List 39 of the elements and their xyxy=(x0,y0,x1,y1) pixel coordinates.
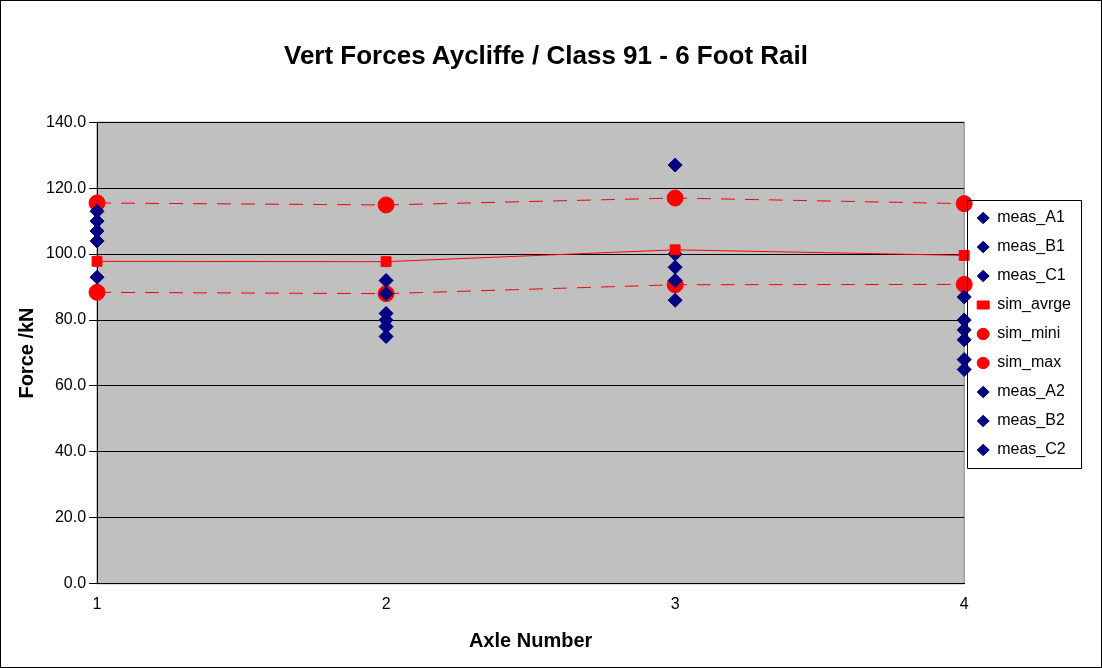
legend-label: meas_A2 xyxy=(997,382,1065,401)
point xyxy=(667,157,683,173)
point xyxy=(956,289,972,305)
point xyxy=(89,269,105,285)
x-axis-title: Axle Number xyxy=(468,628,593,651)
x-tick-label: 2 xyxy=(381,594,391,612)
x-tick-label: 3 xyxy=(670,594,680,612)
point xyxy=(956,312,972,328)
y-tick-label: 60.0 xyxy=(54,376,87,394)
y-tick-label: 0.0 xyxy=(63,574,87,592)
y-axis-title: Force /kN xyxy=(14,307,37,399)
legend-label: meas_B2 xyxy=(997,411,1065,430)
legend-label: sim_avrge xyxy=(997,295,1072,314)
y-tick-label: 20.0 xyxy=(54,508,87,526)
legend-label: meas_C2 xyxy=(997,440,1066,459)
point xyxy=(667,272,683,288)
y-tick-label: 140.0 xyxy=(45,112,87,130)
point xyxy=(378,272,394,288)
y-tick-label: 120.0 xyxy=(45,178,87,196)
y-tick-label: 40.0 xyxy=(54,442,87,460)
legend-label: sim_mini xyxy=(997,324,1061,343)
point xyxy=(667,259,683,275)
x-tick-label: 4 xyxy=(959,594,969,612)
chart-title: Vert Forces Aycliffe / Class 91 - 6 Foot Rail xyxy=(283,39,809,70)
point xyxy=(669,244,681,256)
point xyxy=(667,292,683,308)
point xyxy=(955,195,973,213)
point xyxy=(377,196,395,214)
y-tick-label: 80.0 xyxy=(54,310,87,328)
point xyxy=(666,189,684,207)
point xyxy=(958,249,970,261)
point xyxy=(88,283,106,301)
x-tick-label: 1 xyxy=(92,594,102,612)
legend-label: meas_B1 xyxy=(997,237,1065,256)
legend-label: meas_A1 xyxy=(997,208,1065,227)
legend-label: sim_max xyxy=(997,353,1062,372)
y-tick-label: 100.0 xyxy=(45,244,87,262)
point xyxy=(380,256,392,268)
legend-label: meas_C1 xyxy=(997,266,1066,285)
